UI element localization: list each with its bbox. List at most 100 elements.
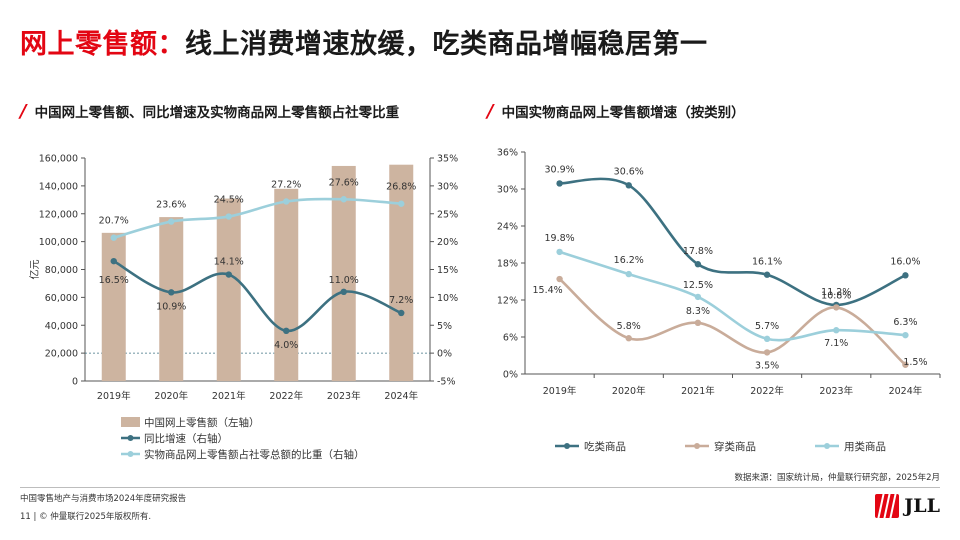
y-tick-label: 0% [503,370,518,381]
x-tick-label: 2021年 [681,385,715,397]
bar-online-retail-sales [101,232,126,381]
legend-label: 实物商品网上零售额占社零总额的比重（右轴） [144,448,365,461]
point-food [625,182,632,189]
left-y-tick-label: 60,000 [45,293,78,304]
point-daily-use [625,270,632,278]
legend-label: 同比增速（右轴） [144,432,228,445]
point-growth [398,309,405,317]
right-y-tick-label: -5% [437,377,456,388]
legend-label: 中国网上零售额（左轴） [144,416,260,429]
jll-logo-text: JLL [904,495,940,517]
data-label-daily-use: 16.2% [614,255,644,266]
y-tick-label: 12% [497,296,518,307]
legend-swatch-marker [564,443,570,449]
x-tick-label: 2023年 [819,385,853,397]
point-apparel [833,304,840,311]
data-label-food: 16.0% [890,256,920,267]
page-title-highlight: 网上零售额： [20,29,185,60]
point-growth [110,257,117,265]
x-tick-label: 2022年 [269,390,303,402]
data-label-food: 30.9% [544,164,574,175]
legend-swatch-bar [121,417,140,427]
jll-logo-icon [875,494,900,518]
data-label-share: 27.2% [271,179,301,190]
left-chart-subtitle-text: 中国网上零售额、同比增速及实物商品网上零售额占社零比重 [34,105,400,121]
point-daily-use [902,331,909,339]
x-tick-label: 2020年 [154,390,188,402]
point-apparel [902,361,909,368]
y-tick-label: 18% [497,259,518,270]
point-daily-use [763,335,771,343]
point-food [902,272,909,279]
right-y-tick-label: 20% [437,237,458,248]
point-apparel [763,349,771,356]
right-y-tick-label: 10% [437,293,458,304]
data-label-growth: 10.9% [156,301,186,312]
right-y-tick-label: 35% [437,154,458,165]
right-y-tick-label: 15% [437,265,458,276]
left-y-tick-label: 160,000 [39,154,78,165]
point-share [168,218,175,225]
x-tick-label: 2020年 [612,385,646,397]
data-label-growth: 4.0% [274,340,298,351]
data-label-share: 24.5% [214,195,244,206]
legend-swatch-marker [127,435,134,441]
left-chart: 0 20,000 40,000 60,000 80,000 100,000 120,000 1… [28,154,458,462]
line-food [559,177,906,307]
data-label-growth: 11.0% [329,275,359,286]
point-share [110,234,117,241]
data-label-apparel: 10.8% [821,290,851,301]
bar-online-retail-sales [274,188,299,381]
bar-online-retail-sales [159,217,184,381]
data-label-share: 23.6% [156,200,186,211]
point-apparel [694,319,702,327]
point-apparel [625,335,632,342]
legend-swatch-marker [127,451,134,457]
point-share [398,200,405,207]
x-tick-label: 2022年 [750,385,784,397]
point-share [340,196,347,203]
data-label-apparel: 15.4% [532,285,562,296]
point-apparel [556,275,563,283]
data-label-apparel: 8.3% [686,306,710,317]
point-share [283,198,290,205]
data-label-share: 20.7% [99,216,129,227]
point-growth [340,288,347,295]
left-y-axis-label: 亿元 [28,260,41,280]
y-tick-label: 30% [497,185,518,196]
data-label-daily-use: 19.8% [544,233,574,244]
x-tick-label: 2019年 [97,390,131,402]
footer-report-name: 中国零售地产与消费市场2024年度研究报告 [20,494,187,504]
left-y-tick-label: 20,000 [45,349,78,360]
point-food [694,261,702,268]
data-label-growth: 16.5% [99,275,129,286]
line-apparel [558,278,907,366]
right-y-tick-label: 0% [437,349,452,360]
y-tick-label: 36% [497,148,518,159]
footer-divider [20,487,940,488]
data-label-growth: 7.2% [389,295,413,306]
point-food [556,180,563,187]
bar-online-retail-sales [389,164,414,381]
right-y-tick-label: 5% [437,321,452,332]
left-y-tick-label: 120,000 [39,209,78,220]
legend-label: 穿类商品 [714,440,756,453]
x-tick-label: 2024年 [384,390,418,402]
data-label-food: 30.6% [614,166,644,177]
line-share [113,197,402,239]
page-title-main: 线上消费增速放缓，吃类商品增幅稳居第一 [185,29,708,60]
line-growth [113,259,402,333]
data-label-daily-use: 12.5% [683,280,713,291]
left-chart-subtitle: / 中国网上零售额、同比增速及实物商品网上零售额占社零比重 [20,101,399,122]
left-y-tick-label: 40,000 [45,321,78,332]
left-y-tick-label: 80,000 [45,265,78,276]
point-growth [225,271,232,278]
y-tick-label: 24% [497,222,518,233]
line-daily-use [559,250,906,342]
data-label-apparel: 5.8% [617,321,641,332]
x-tick-label: 2021年 [212,390,246,402]
slash-accent-icon: / [487,101,494,122]
point-daily-use [556,248,563,256]
legend-label: 吃类商品 [584,440,626,453]
legend-swatch-marker [694,443,700,449]
